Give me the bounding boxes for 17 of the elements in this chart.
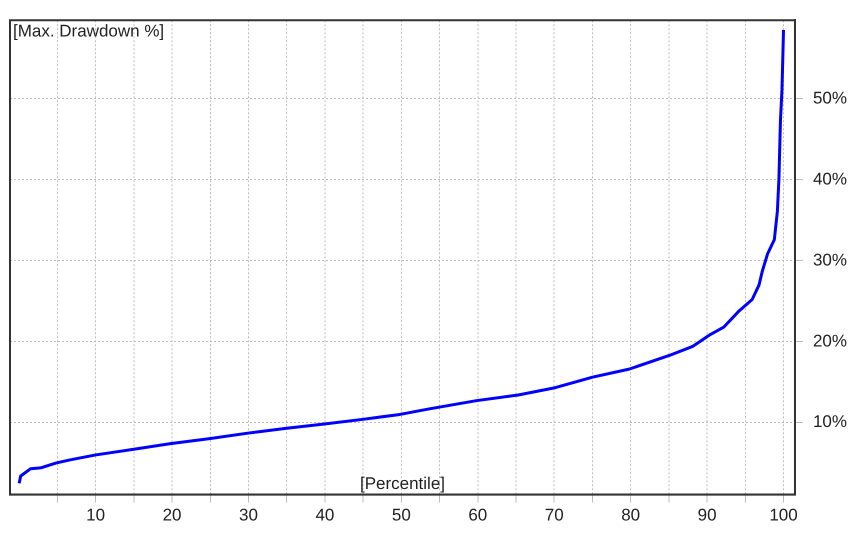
y-tick-label: 20% [812, 331, 848, 350]
y-tick-label: 50% [812, 88, 848, 108]
x-tick-label: 100 [769, 505, 798, 524]
y-tick-label: 30% [812, 250, 848, 270]
y-tick-label: 10% [812, 412, 848, 432]
x-tick-label: 70 [544, 505, 564, 524]
x-tick-label: 30 [239, 505, 258, 524]
x-tick-label: 20 [162, 505, 182, 524]
x-tick-label: 60 [468, 505, 488, 524]
x-axis-title: [Percentile] [360, 474, 446, 493]
x-tick-label: 80 [621, 505, 640, 524]
x-tick-label: 40 [315, 505, 334, 524]
y-axis-title: [Max. Drawdown %] [13, 21, 164, 40]
y-tick-label: 40% [812, 169, 848, 188]
x-tick-label: 90 [698, 505, 717, 524]
x-tick-label: 10 [86, 505, 106, 524]
x-tick-label: 50 [392, 505, 411, 524]
